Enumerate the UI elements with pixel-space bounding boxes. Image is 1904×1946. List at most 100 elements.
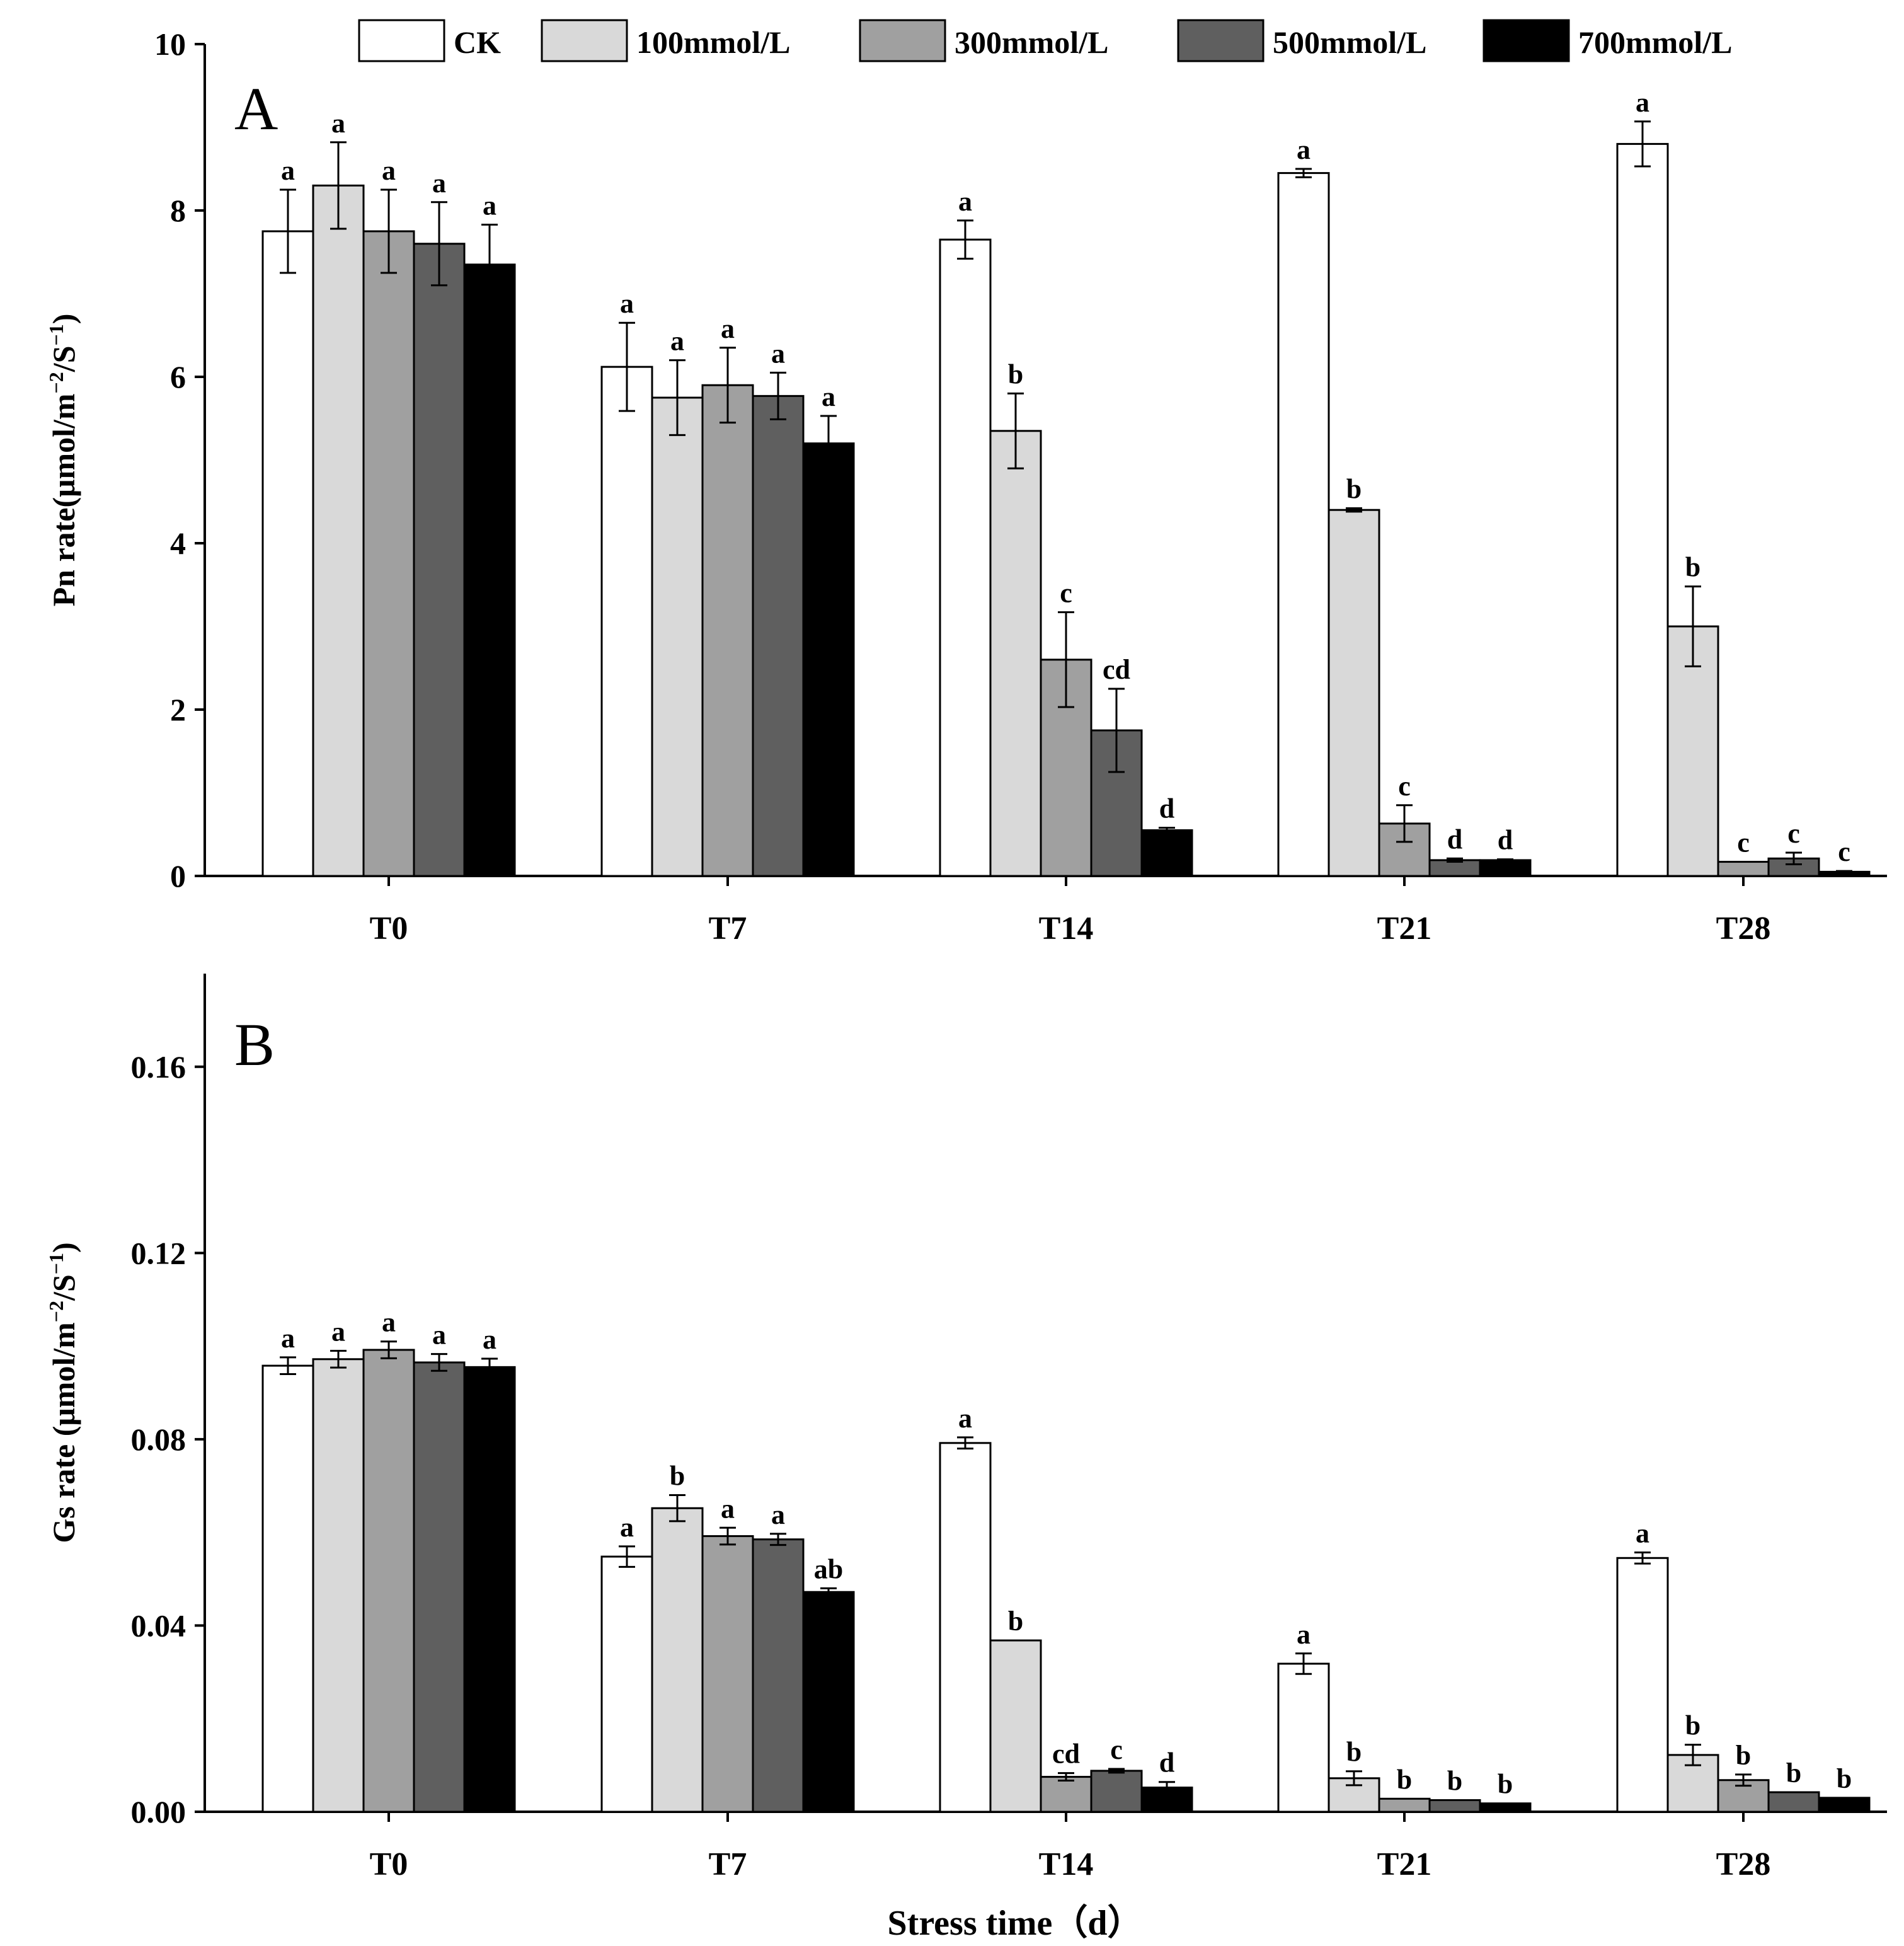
- bar: [600, 366, 653, 877]
- bar: [312, 1358, 365, 1813]
- bar: [1328, 509, 1380, 877]
- bar: [1616, 142, 1669, 877]
- bar: [1277, 1662, 1330, 1813]
- legend-label: 300mmol/L: [955, 25, 1108, 60]
- significance-label: a: [331, 1316, 345, 1347]
- legend: CK 100mmol/L 300mmol/L 500mmol/L 700mmol/L: [358, 19, 1732, 62]
- significance-label: c: [1787, 818, 1800, 849]
- legend-swatch: [859, 19, 946, 62]
- bar: [362, 230, 415, 877]
- bar: [651, 1507, 704, 1813]
- bar: [600, 1555, 653, 1813]
- significance-label: a: [382, 155, 396, 186]
- significance-label: a: [822, 381, 835, 412]
- significance-label: ab: [814, 1553, 843, 1584]
- significance-label: a: [1297, 1619, 1310, 1650]
- bar: [701, 1535, 754, 1813]
- y-tick-label: 2: [170, 692, 186, 727]
- legend-swatch: [358, 19, 445, 62]
- significance-label: a: [958, 186, 972, 217]
- significance-label: d: [1447, 824, 1462, 855]
- y-tick-label: 0.12: [131, 1235, 186, 1270]
- bar: [1428, 1799, 1481, 1813]
- bar: [701, 384, 754, 877]
- significance-label: cd: [1052, 1739, 1080, 1770]
- significance-label: a: [958, 1403, 972, 1434]
- significance-label: c: [1737, 827, 1750, 858]
- significance-label: a: [771, 1499, 785, 1530]
- significance-label: b: [1685, 552, 1700, 583]
- significance-label: a: [1297, 134, 1310, 165]
- significance-label: cd: [1103, 654, 1130, 685]
- significance-label: a: [1636, 87, 1649, 118]
- bar: [413, 243, 466, 877]
- significance-label: b: [1447, 1766, 1462, 1797]
- bar: [261, 1364, 314, 1813]
- bar: [1277, 172, 1330, 877]
- y-tick-label: 8: [170, 193, 186, 228]
- significance-label: a: [483, 1324, 496, 1355]
- legend-label: 700mmol/L: [1578, 25, 1732, 60]
- significance-label: b: [1685, 1710, 1700, 1741]
- bar: [1140, 829, 1193, 877]
- bar: [261, 230, 314, 877]
- significance-label: b: [1008, 359, 1023, 389]
- y-tick-label: 0.16: [131, 1049, 186, 1085]
- significance-label: b: [1346, 1737, 1362, 1768]
- significance-label: b: [1008, 1606, 1023, 1637]
- x-tick-label: T14: [1039, 1846, 1094, 1882]
- legend-swatch: [1482, 19, 1570, 62]
- significance-label: d: [1498, 825, 1513, 856]
- significance-label: a: [281, 155, 295, 186]
- bar: [752, 1538, 805, 1813]
- y-tick-label: 4: [170, 526, 186, 561]
- significance-label: b: [1397, 1764, 1412, 1795]
- significance-label: c: [1398, 771, 1411, 802]
- significance-label: a: [331, 108, 345, 139]
- bar: [1767, 1791, 1820, 1813]
- significance-label: a: [483, 190, 496, 221]
- significance-label: a: [1636, 1517, 1649, 1548]
- legend-label: 500mmol/L: [1273, 25, 1426, 60]
- bar: [1717, 861, 1770, 877]
- significance-label: b: [1786, 1758, 1801, 1788]
- x-tick-label: T28: [1716, 1846, 1771, 1882]
- x-tick-label: T21: [1377, 1846, 1432, 1882]
- significance-label: d: [1159, 1747, 1174, 1778]
- significance-label: b: [1837, 1763, 1852, 1794]
- x-tick-label: T7: [709, 1846, 747, 1882]
- significance-label: a: [620, 1512, 634, 1543]
- bar: [362, 1349, 415, 1813]
- y-tick-label: 0.08: [131, 1422, 186, 1457]
- bar: [989, 1639, 1042, 1813]
- bar: [651, 396, 704, 877]
- significance-label: a: [721, 1493, 735, 1524]
- legend-label: CK: [454, 25, 501, 60]
- panel-letter: A: [234, 75, 278, 142]
- bar: [989, 430, 1042, 877]
- bar: [939, 238, 992, 877]
- panel-letter: B: [234, 1011, 275, 1078]
- x-tick-label: T21: [1377, 911, 1432, 947]
- bar: [1479, 859, 1532, 877]
- bar: [1428, 859, 1481, 877]
- bar: [1616, 1557, 1669, 1813]
- bar: [1818, 1797, 1871, 1813]
- significance-label: b: [1736, 1740, 1751, 1771]
- bar: [939, 1442, 992, 1813]
- significance-label: a: [432, 168, 446, 199]
- bar: [463, 1366, 516, 1813]
- x-tick-label: T7: [709, 911, 747, 947]
- significance-label: b: [1498, 1769, 1513, 1800]
- y-tick-label: 6: [170, 359, 186, 394]
- bar: [463, 263, 516, 877]
- bar: [1479, 1802, 1532, 1813]
- significance-label: c: [1838, 836, 1850, 867]
- x-tick-label: T0: [370, 911, 408, 947]
- x-axis-title: Stress time（d）: [888, 1903, 1143, 1943]
- significance-label: d: [1159, 793, 1174, 824]
- legend-swatch: [1177, 19, 1265, 62]
- y-tick-label: 10: [154, 26, 186, 62]
